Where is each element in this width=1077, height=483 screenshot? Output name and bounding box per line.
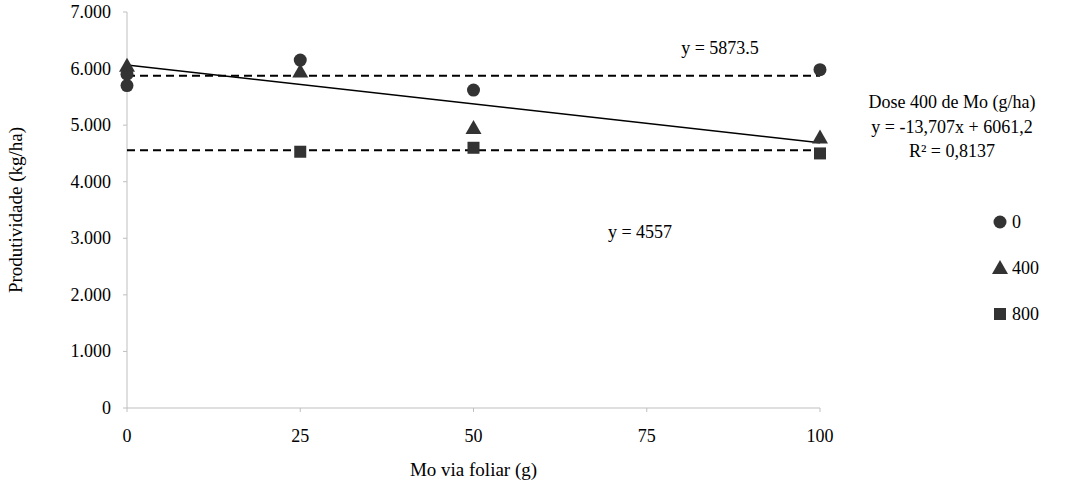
annotation: R² = 0,8137 bbox=[909, 141, 995, 161]
y-tick bbox=[123, 181, 127, 182]
y-tick bbox=[123, 351, 127, 352]
annotation: y = 4557 bbox=[608, 222, 672, 242]
x-tick bbox=[646, 408, 647, 412]
data-point bbox=[812, 130, 828, 144]
legend-marker bbox=[994, 216, 1007, 229]
trend-line bbox=[127, 65, 820, 143]
data-point bbox=[119, 58, 135, 72]
y-tick bbox=[123, 238, 127, 239]
y-tick-label: 2.000 bbox=[71, 285, 112, 305]
x-axis-label: Mo via foliar (g) bbox=[410, 459, 537, 481]
y-tick-label: 4.000 bbox=[71, 172, 112, 192]
y-tick bbox=[123, 12, 127, 13]
x-tick bbox=[473, 408, 474, 412]
legend-label: 0 bbox=[1012, 212, 1021, 232]
data-point bbox=[292, 63, 308, 77]
annotation: Dose 400 de Mo (g/ha) bbox=[869, 92, 1036, 113]
legend: 0 400 800 bbox=[992, 212, 1039, 324]
data-point bbox=[294, 146, 306, 158]
chart: 0 1.000 2.000 3.000 4.000 5.000 6.000 7.000 0 25 5… bbox=[0, 0, 1077, 483]
y-tick-label: 1.000 bbox=[71, 341, 112, 361]
x-tick-label: 75 bbox=[638, 426, 656, 446]
x-tick-label: 50 bbox=[465, 426, 483, 446]
data-point bbox=[468, 142, 480, 154]
data-point bbox=[814, 147, 826, 159]
y-tick-label: 3.000 bbox=[71, 228, 112, 248]
y-tick bbox=[123, 408, 127, 409]
x-tick bbox=[127, 408, 128, 412]
x-tick-label: 0 bbox=[123, 426, 132, 446]
data-point bbox=[814, 63, 827, 76]
x-tick-label: 100 bbox=[807, 426, 834, 446]
x-tick bbox=[300, 408, 301, 412]
y-tick bbox=[123, 294, 127, 295]
y-tick-label: 7.000 bbox=[71, 2, 112, 22]
x-tick bbox=[820, 408, 821, 412]
y-tick bbox=[123, 125, 127, 126]
legend-label: 400 bbox=[1012, 258, 1039, 278]
annotation: y = -13,707x + 6061,2 bbox=[871, 117, 1032, 137]
legend-marker bbox=[992, 260, 1008, 274]
data-point bbox=[121, 79, 134, 92]
plot-area bbox=[119, 54, 828, 160]
y-tick-label: 6.000 bbox=[71, 59, 112, 79]
data-point bbox=[466, 120, 482, 134]
legend-label: 800 bbox=[1012, 304, 1039, 324]
data-point bbox=[467, 84, 480, 97]
y-tick-label: 0 bbox=[102, 398, 111, 418]
y-tick-label: 5.000 bbox=[71, 115, 112, 135]
legend-marker bbox=[994, 308, 1006, 320]
y-axis-label: Produtividade (kg/ha) bbox=[5, 127, 27, 293]
x-tick-label: 25 bbox=[291, 426, 309, 446]
annotation: y = 5873.5 bbox=[681, 38, 759, 58]
